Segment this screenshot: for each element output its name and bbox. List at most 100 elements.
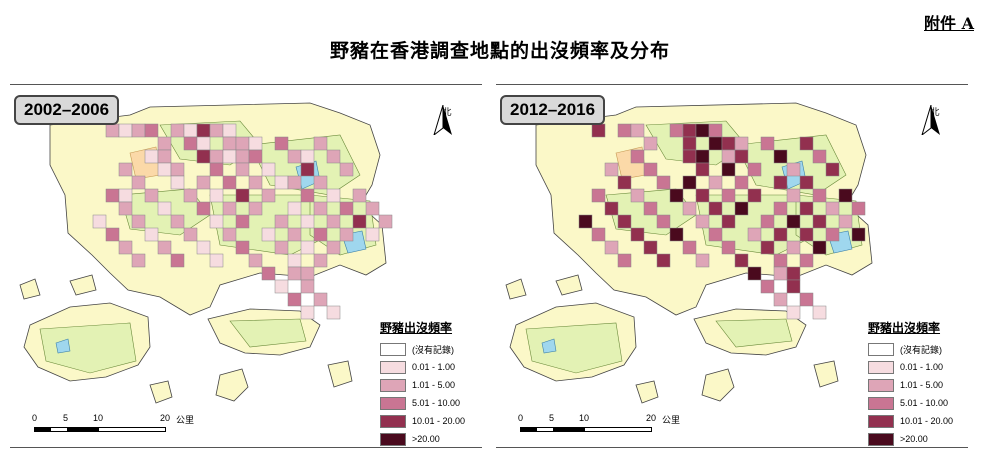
page-title: 野豬在香港調查地點的出沒頻率及分布	[329, 40, 670, 62]
country-park	[229, 318, 307, 348]
grid-cell	[300, 188, 315, 203]
grid-cell	[617, 175, 632, 190]
scale-bar-graphic	[520, 427, 652, 432]
grid-cell	[708, 136, 723, 151]
grid-cell	[682, 149, 697, 164]
grid-cell	[313, 201, 328, 216]
grid-cell	[222, 201, 237, 216]
grid-cell	[261, 266, 276, 281]
legend-label: 10.01 - 20.00	[412, 416, 466, 426]
legend-item: 5.01 - 10.00	[868, 394, 960, 412]
grid-cell	[105, 227, 120, 242]
grid-cell	[786, 240, 801, 255]
scale-tick-label: 0	[32, 413, 38, 423]
land-area	[813, 360, 839, 388]
grid-cell	[630, 227, 645, 242]
grid-cell	[656, 175, 671, 190]
legend-item: (沒有記錄)	[380, 340, 472, 358]
period-label: 2002–2006	[14, 95, 120, 125]
grid-cell	[812, 240, 827, 255]
grid-cell	[118, 240, 133, 255]
grid-cell	[851, 227, 866, 242]
grid-cell	[248, 136, 263, 151]
grid-cell	[170, 123, 185, 138]
grid-cell	[812, 149, 827, 164]
grid-cell	[721, 149, 736, 164]
grid-cell	[196, 175, 211, 190]
grid-cell	[274, 279, 289, 294]
legend-label: 5.01 - 10.00	[900, 398, 949, 408]
grid-cell	[799, 253, 814, 268]
legend-swatch	[868, 396, 894, 410]
grid-cell	[799, 227, 814, 242]
grid-cell	[812, 305, 827, 320]
north-label: 北	[442, 107, 452, 117]
legend-label: 10.01 - 20.00	[900, 416, 954, 426]
legend-item: >20.00	[380, 430, 472, 448]
grid-cell	[656, 253, 671, 268]
grid-cell	[313, 227, 328, 242]
legend-swatch	[868, 360, 894, 374]
grid-cell	[617, 253, 632, 268]
grid-cell	[300, 279, 315, 294]
legend-title: 野豬出沒頻率	[868, 321, 941, 335]
grid-cell	[643, 201, 658, 216]
grid-cell	[131, 123, 146, 138]
legend-swatch	[868, 378, 894, 392]
legend-swatch	[380, 396, 406, 410]
land-area	[327, 360, 353, 388]
grid-cell	[326, 188, 341, 203]
grid-cell	[300, 214, 315, 229]
grid-cell	[773, 149, 788, 164]
grid-cell	[300, 149, 315, 164]
grid-cell	[313, 253, 328, 268]
grid-cell	[339, 201, 354, 216]
grid-cell	[747, 227, 762, 242]
grid-cell	[604, 240, 619, 255]
grid-cell	[682, 175, 697, 190]
grid-cell	[617, 214, 632, 229]
grid-cell	[838, 214, 853, 229]
grid-cell	[144, 227, 159, 242]
grid-cell	[721, 136, 736, 151]
grid-cell	[209, 253, 224, 268]
grid-cell	[274, 136, 289, 151]
legend-label: 0.01 - 1.00	[412, 362, 456, 372]
grid-cell	[235, 188, 250, 203]
grid-cell	[248, 201, 263, 216]
grid-cell	[157, 240, 172, 255]
legend-item: (沒有記錄)	[868, 340, 960, 358]
survey-grid	[578, 123, 866, 320]
grid-cell	[196, 123, 211, 138]
land-area	[69, 274, 97, 296]
legend-label: 0.01 - 1.00	[900, 362, 944, 372]
reservoir	[55, 338, 71, 354]
grid-cell	[222, 227, 237, 242]
legend-item: 5.01 - 10.00	[380, 394, 472, 412]
grid-cell	[630, 123, 645, 138]
grid-cell	[773, 175, 788, 190]
grid-cell	[196, 240, 211, 255]
grid-cell	[170, 162, 185, 177]
grid-cell	[222, 136, 237, 151]
grid-cell	[617, 123, 632, 138]
north-label: 北	[930, 107, 940, 117]
grid-cell	[591, 188, 606, 203]
grid-cell	[209, 214, 224, 229]
grid-cell	[118, 201, 133, 216]
scale-tick-label: 0	[518, 413, 524, 423]
grid-cell	[799, 201, 814, 216]
grid-cell	[235, 136, 250, 151]
grid-cell	[786, 162, 801, 177]
grid-cell	[313, 292, 328, 307]
grid-cell	[248, 175, 263, 190]
grid-cell	[118, 188, 133, 203]
grid-cell	[773, 266, 788, 281]
grid-cell	[287, 149, 302, 164]
grid-cell	[812, 188, 827, 203]
legend-item: 0.01 - 1.00	[380, 358, 472, 376]
legend: 野豬出沒頻率 (沒有記錄) 0.01 - 1.00 1.01 - 5.00 5.…	[380, 319, 472, 448]
grid-cell	[604, 201, 619, 216]
grid-cell	[261, 227, 276, 242]
legend-label: >20.00	[900, 434, 928, 444]
